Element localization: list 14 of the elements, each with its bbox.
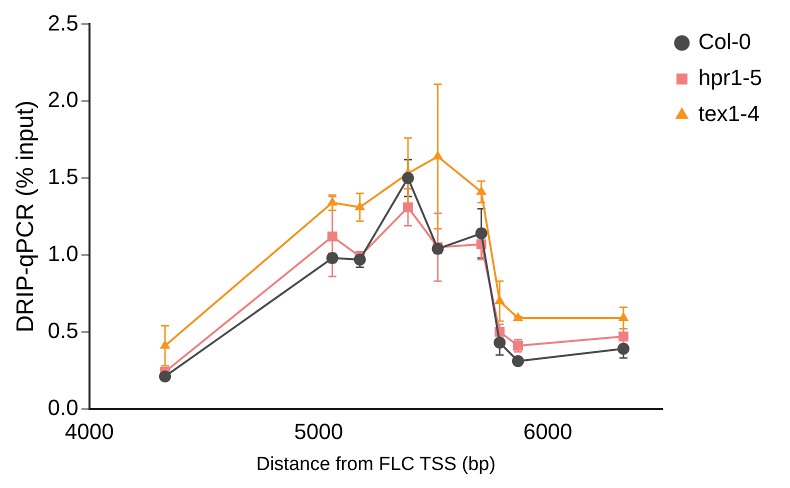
- x-tick-label: 5000: [294, 419, 344, 444]
- x-axis-title: Distance from FLC TSS (bp): [256, 454, 496, 475]
- y-axis-title: DRIP-qPCR (% input): [12, 100, 40, 333]
- legend-label: tex1-4: [698, 101, 760, 126]
- y-tick-label: 1.5: [48, 164, 78, 190]
- legend-label: Col-0: [698, 29, 751, 54]
- legend-label: hpr1-5: [698, 65, 762, 90]
- y-tick-label: 1.0: [48, 241, 78, 266]
- x-tick-label: 6000: [523, 419, 572, 444]
- y-tick-label: 0.0: [48, 394, 78, 420]
- y-tick-label: 2.5: [48, 10, 78, 36]
- y-tick-label: 2.0: [48, 87, 78, 112]
- x-tick-label: 4000: [64, 419, 114, 444]
- y-tick-label: 0.5: [48, 318, 78, 343]
